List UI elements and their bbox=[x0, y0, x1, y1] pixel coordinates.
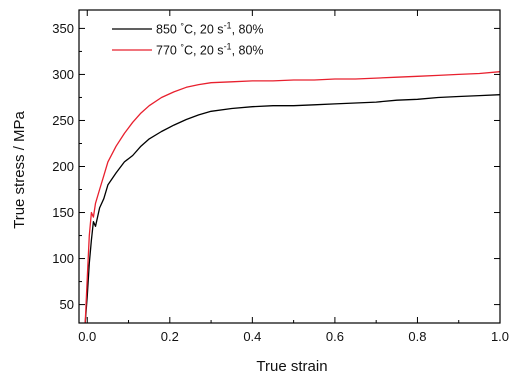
y-axis-title-group: True stress / MPa bbox=[11, 110, 28, 228]
y-tick-label: 300 bbox=[52, 67, 74, 82]
x-axis-title: True strain bbox=[256, 358, 327, 375]
y-tick-label: 150 bbox=[52, 205, 74, 220]
x-tick-label: 0.4 bbox=[243, 329, 261, 344]
series-line-1 bbox=[84, 94, 500, 323]
legend-label-1: 850 °C, 20 s-1, 80% bbox=[156, 21, 264, 37]
y-tick-label: 50 bbox=[60, 297, 74, 312]
y-tick-label: 250 bbox=[52, 113, 74, 128]
x-tick-label: 0.6 bbox=[326, 329, 344, 344]
x-tick-label: 0.0 bbox=[78, 329, 96, 344]
y-tick-label: 200 bbox=[52, 159, 74, 174]
plot-frame bbox=[78, 9, 501, 324]
series-line-2 bbox=[84, 71, 500, 323]
legend: 850 °C, 20 s-1, 80% 770 °C, 20 s-1, 80% bbox=[112, 21, 264, 58]
plot-area: 0.0 0.2 0.4 0.6 0.8 1.0 50 100 150 200 250 300 350 bbox=[52, 9, 509, 344]
y-tick-label: 350 bbox=[52, 21, 74, 36]
x-tick-label: 0.2 bbox=[161, 329, 179, 344]
y-axis-title: True stress / MPa bbox=[11, 110, 28, 228]
x-tick-label: 0.8 bbox=[408, 329, 426, 344]
y-tick-label: 100 bbox=[52, 251, 74, 266]
legend-label-2: 770 °C, 20 s-1, 80% bbox=[156, 42, 264, 58]
x-tick-label: 1.0 bbox=[491, 329, 509, 344]
